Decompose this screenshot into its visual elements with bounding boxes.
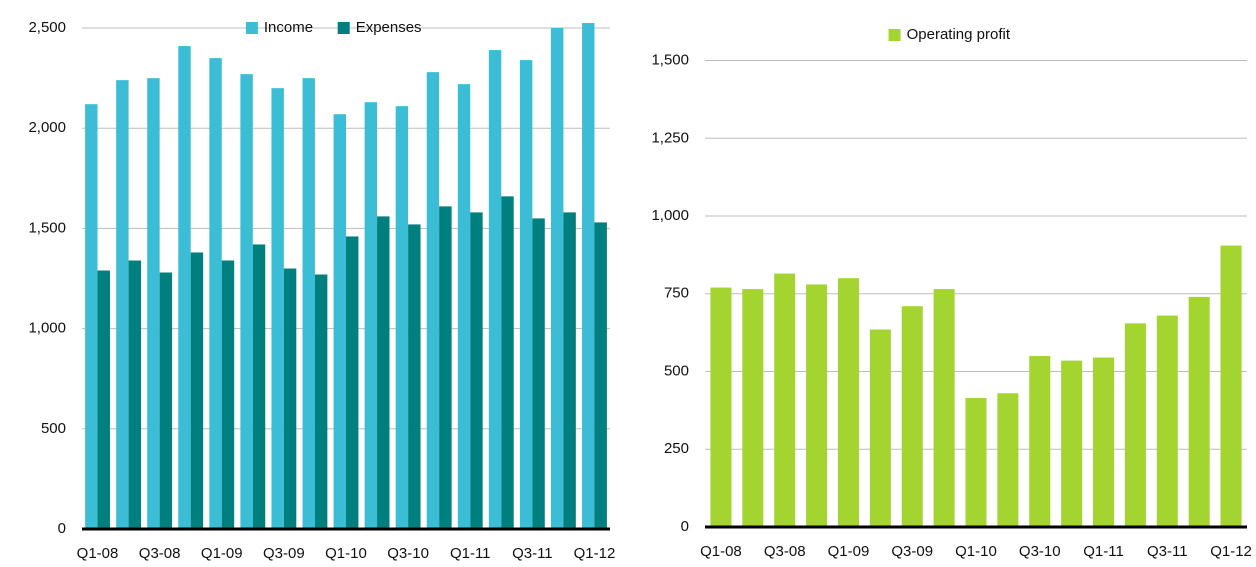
bar [314,274,328,529]
bar [837,278,859,527]
bar [426,72,440,529]
x-tick-label: Q1-12 [1210,543,1252,560]
bar [333,114,346,529]
bar [1029,355,1051,527]
legend-swatch [337,22,350,34]
bar [532,218,545,529]
x-tick-label: Q1-12 [574,545,616,562]
bar [550,28,564,530]
x-tick-label: Q3-11 [512,545,553,562]
x-tick-label: Q1-11 [1083,543,1124,560]
legend-swatch [245,22,258,34]
x-tick-label: Q1-08 [700,543,742,560]
legend-label: Operating profit [907,26,1011,43]
bar [1124,323,1146,527]
y-tick-label: 0 [58,520,66,537]
bar [128,260,142,529]
bar [774,273,796,527]
bar [563,212,576,529]
y-tick-label: 750 [664,285,689,302]
bar [209,58,222,529]
legend-label: Income [264,19,313,36]
bar [178,46,191,529]
x-tick-label: Q1-09 [828,543,870,560]
y-tick-label: 1,500 [28,219,66,236]
bar [395,106,409,529]
y-tick-label: 2,000 [28,119,66,136]
y-tick-label: 0 [681,518,689,535]
x-tick-label: Q1-10 [325,545,367,562]
bar [283,268,297,529]
bar [1188,296,1210,527]
y-tick-label: 1,500 [651,52,689,69]
y-tick-label: 1,250 [651,129,689,146]
x-tick-label: Q3-09 [263,545,305,562]
y-tick-label: 1,000 [651,207,689,224]
bar [488,50,502,529]
bar [1156,315,1178,527]
bar [901,306,923,527]
x-tick-label: Q3-08 [139,545,181,562]
legend-label: Expenses [356,19,422,36]
bar [710,287,732,527]
x-tick-label: Q3-09 [891,543,933,560]
bar [501,196,514,529]
bar [408,224,421,529]
bar [582,23,595,530]
bar [439,206,452,529]
bar [742,289,764,527]
x-tick-label: Q1-08 [77,545,119,562]
bar [594,222,607,529]
bar [519,60,533,529]
y-tick-label: 1,000 [28,320,66,337]
bar [806,284,828,527]
y-tick-label: 500 [41,420,66,437]
bar [221,260,235,529]
x-tick-label: Q1-11 [450,545,491,562]
x-tick-label: Q3-08 [764,543,806,560]
bar [147,78,160,529]
bar [997,393,1019,527]
bar [1220,245,1242,527]
bar [457,84,471,530]
bar [869,329,891,527]
bar [364,102,378,529]
bar [271,88,284,530]
x-tick-label: Q3-10 [1019,543,1061,560]
y-tick-label: 2,500 [28,19,66,36]
bar [377,216,390,529]
bar [1061,360,1083,527]
bar [190,252,204,529]
bar [97,270,110,529]
bar [116,80,129,529]
x-tick-label: Q3-10 [387,545,429,562]
x-tick-label: Q1-09 [201,545,243,562]
bar [240,74,253,529]
x-tick-label: Q3-11 [1147,543,1188,560]
bar [159,272,173,529]
bar [85,104,98,529]
bar [1093,357,1115,527]
bar [470,212,483,529]
x-tick-label: Q1-10 [955,543,997,560]
legend-swatch [888,29,901,41]
bar [965,397,987,527]
bar [346,236,359,529]
bar [252,244,266,529]
y-tick-label: 250 [664,440,689,457]
y-tick-label: 500 [664,362,689,379]
bar [933,289,955,527]
bar [302,78,315,529]
